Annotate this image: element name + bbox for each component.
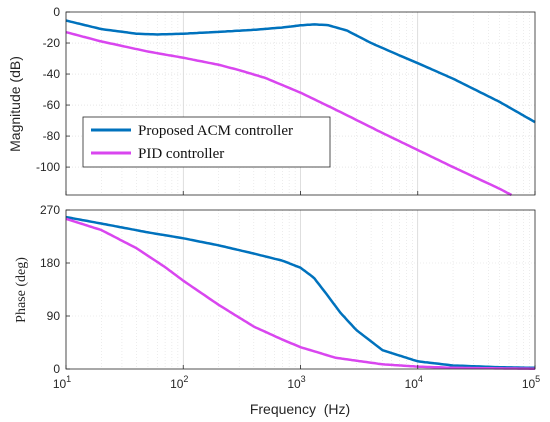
phase-y-tick-label: 180 bbox=[40, 256, 60, 270]
phase-y-tick-label: 0 bbox=[53, 362, 60, 376]
magnitude-y-tick-label: 0 bbox=[53, 5, 60, 19]
phase-line-pid bbox=[65, 217, 535, 370]
magnitude-y-tick-label: -40 bbox=[43, 67, 61, 81]
frequency-x-tick-label: 103 bbox=[287, 374, 305, 391]
frequency-x-tick-label: 101 bbox=[53, 374, 71, 391]
phase-series bbox=[65, 215, 535, 370]
magnitude-y-tick-label: -80 bbox=[43, 129, 61, 143]
legend-box bbox=[82, 116, 331, 168]
legend: Proposed ACM controller PID controller bbox=[82, 116, 331, 168]
magnitude-line-proposed-acm bbox=[65, 19, 536, 124]
magnitude-line-pid bbox=[65, 30, 513, 197]
phase-y-tick-label: 90 bbox=[47, 309, 61, 323]
frequency-x-tick-label: 102 bbox=[170, 374, 188, 391]
magnitude-y-tick-label: -20 bbox=[43, 36, 61, 50]
phase-y-ticks: 0 90 180 270 bbox=[40, 203, 70, 376]
magnitude-y-ticks: 0 -20 -40 -60 -80 -100 bbox=[36, 5, 536, 195]
legend-label-pid: PID controller bbox=[138, 146, 224, 162]
magnitude-y-axis-label: Magnitude (dB) bbox=[7, 56, 23, 152]
phase-y-axis-label: Phase (deg) bbox=[14, 257, 29, 323]
legend-label-proposed-acm: Proposed ACM controller bbox=[138, 123, 293, 139]
magnitude-y-tick-label: -100 bbox=[36, 160, 60, 174]
phase-y-tick-label: 270 bbox=[40, 203, 60, 217]
magnitude-series bbox=[65, 19, 536, 197]
magnitude-panel: 0 -20 -40 -60 -80 -100 Magnitude (dB) Propose… bbox=[7, 5, 536, 197]
frequency-x-ticks: 101 102 103 104 105 bbox=[53, 365, 540, 391]
phase-line-proposed-acm bbox=[65, 215, 535, 370]
frequency-x-tick-label: 105 bbox=[522, 374, 540, 391]
frequency-x-axis-label: Frequency (Hz) bbox=[250, 401, 350, 417]
magnitude-y-tick-label: -60 bbox=[43, 98, 61, 112]
phase-panel: 0 90 180 270 101 102 103 104 105 Phase (deg) Fr… bbox=[14, 203, 540, 417]
frequency-x-tick-label: 104 bbox=[405, 374, 423, 391]
